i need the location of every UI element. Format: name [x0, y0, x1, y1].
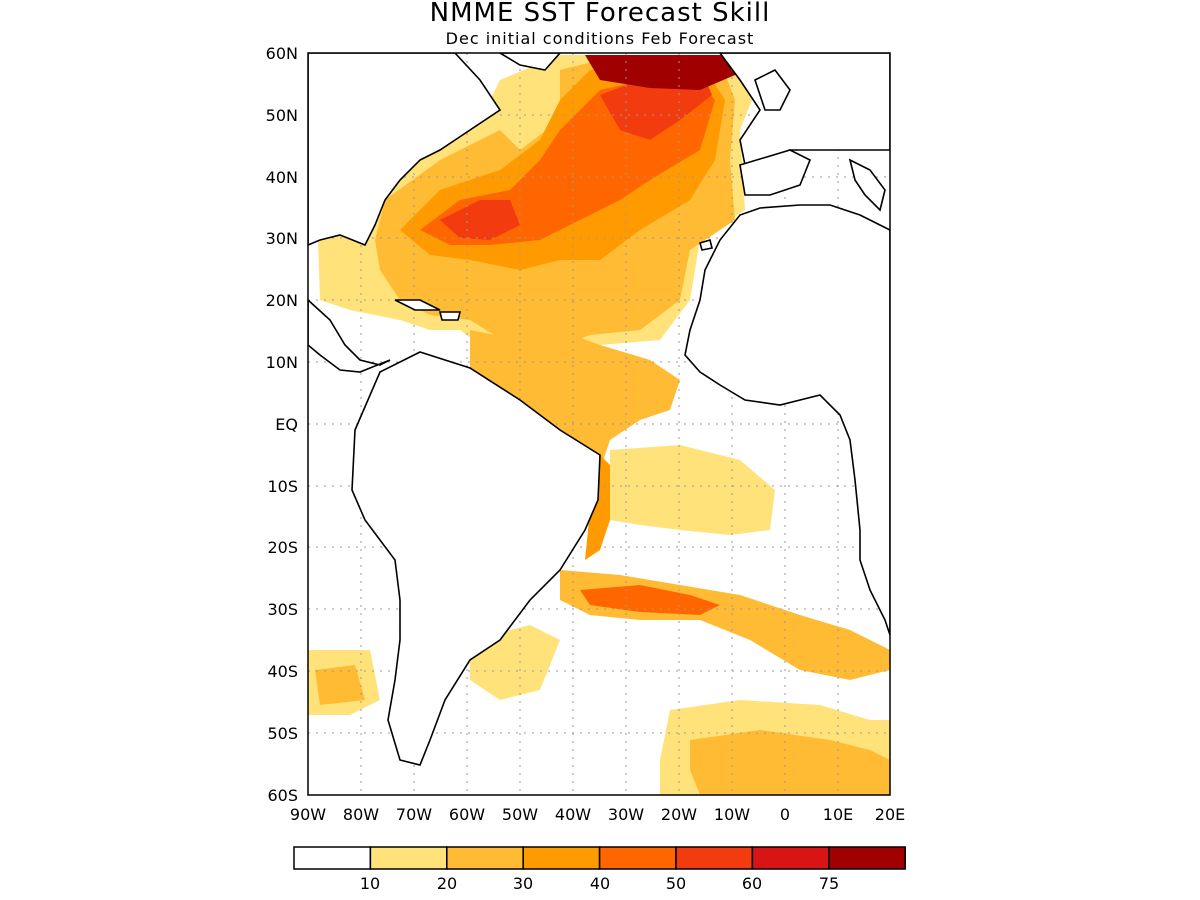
- skill-region-tropical-band: [470, 330, 680, 470]
- lon-label: 50W: [502, 805, 538, 824]
- skill-region-north-atlantic-top: [440, 68, 712, 240]
- lat-label: 10N: [266, 353, 298, 372]
- legend-label: 50: [666, 874, 686, 893]
- lat-label: 20N: [266, 291, 298, 310]
- lat-label: 60N: [266, 44, 298, 63]
- cape-verde-island: [699, 238, 713, 251]
- lon-label: 40W: [555, 805, 591, 824]
- legend-swatch: [675, 846, 754, 870]
- lon-label: 30W: [608, 805, 644, 824]
- lat-label: EQ: [275, 415, 298, 434]
- legend-label: 10: [360, 874, 380, 893]
- legend-label: 60: [742, 874, 762, 893]
- skill-region-south-central: [610, 445, 775, 535]
- legend-swatch: [751, 846, 830, 870]
- lat-label: 10S: [267, 477, 298, 496]
- lon-label: 80W: [343, 805, 379, 824]
- lon-label: 0: [780, 805, 790, 824]
- skill-shading-layer: [308, 55, 890, 795]
- lon-label: 20W: [661, 805, 697, 824]
- lat-label: 50S: [267, 724, 298, 743]
- africa-land: [684, 204, 890, 636]
- map-title: NMME SST Forecast Skill: [429, 0, 771, 28]
- south-america-land: [351, 351, 601, 766]
- land-layer: [308, 53, 890, 766]
- longitude-labels: 90W 80W 70W 60W 50W 40W 30W 20W 10W 0 10…: [290, 805, 905, 824]
- legend-label: 75: [819, 874, 839, 893]
- map-frame: [307, 52, 891, 796]
- legend-swatch: [446, 846, 524, 870]
- lon-label: 60W: [449, 805, 485, 824]
- hispaniola-land: [438, 311, 462, 321]
- italy-land: [848, 158, 886, 212]
- lat-label: 30N: [266, 229, 298, 248]
- lat-label: 20S: [267, 538, 298, 557]
- iberia-land: [739, 149, 812, 196]
- greenland-tip-land: [498, 53, 562, 71]
- legend-label: 30: [513, 874, 533, 893]
- lat-label: 50N: [266, 106, 298, 125]
- legend-swatch: [369, 846, 448, 870]
- lat-label: 30S: [267, 600, 298, 619]
- cuba-land: [394, 299, 441, 311]
- british-isles-land: [754, 68, 791, 111]
- skill-region-south-atlantic-high: [580, 585, 720, 615]
- latitude-labels: 60N 50N 40N 30N 20N 10N EQ 10S 20S 30S 4…: [266, 44, 298, 805]
- legend-swatch: [828, 846, 906, 870]
- lat-label: 40N: [266, 168, 298, 187]
- skill-region-brazil-coast: [585, 455, 615, 560]
- lon-label: 10W: [714, 805, 750, 824]
- north-america-land: [308, 53, 502, 247]
- lon-label: 20E: [875, 805, 905, 824]
- legend-swatch: [522, 846, 601, 870]
- legend-label: 20: [437, 874, 457, 893]
- legend-swatch: [293, 846, 372, 870]
- central-america-land: [308, 298, 391, 373]
- lon-label: 90W: [290, 805, 326, 824]
- legend-labels: 10 20 30 40 50 60 75: [360, 874, 839, 893]
- legend-swatches: [293, 846, 906, 870]
- lat-label: 40S: [267, 662, 298, 681]
- skill-region-pacific-south-core: [315, 665, 365, 705]
- legend-swatch: [598, 846, 677, 870]
- lon-label: 70W: [396, 805, 432, 824]
- lon-label: 10E: [823, 805, 853, 824]
- legend-label: 40: [590, 874, 610, 893]
- skill-region-iceland-basin: [585, 55, 745, 90]
- map-subtitle: Dec initial conditions Feb Forecast: [445, 29, 755, 48]
- lat-label: 60S: [267, 786, 298, 805]
- skill-region-southern-ocean-inner: [690, 730, 890, 795]
